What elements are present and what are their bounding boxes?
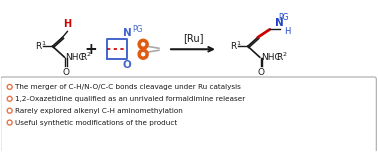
Text: NHC: NHC (65, 53, 85, 62)
Text: H: H (284, 27, 290, 36)
Text: +: + (84, 42, 97, 57)
Text: O: O (258, 68, 265, 77)
Text: N: N (275, 18, 284, 28)
Text: $\mathregular{R^1}$: $\mathregular{R^1}$ (230, 40, 242, 52)
Text: $\mathregular{R^2}$: $\mathregular{R^2}$ (276, 51, 287, 63)
Text: O: O (62, 68, 70, 77)
Text: The merger of C-H/N-O/C-C bonds cleavage under Ru catalysis: The merger of C-H/N-O/C-C bonds cleavage… (15, 84, 240, 90)
Text: O: O (123, 60, 132, 70)
FancyBboxPatch shape (1, 77, 376, 152)
Text: $\mathregular{R^1}$: $\mathregular{R^1}$ (34, 40, 46, 52)
Text: NHC: NHC (261, 53, 280, 62)
Text: Rarely explored alkenyl C-H aminomethylation: Rarely explored alkenyl C-H aminomethyla… (15, 108, 183, 114)
Text: 1,2-Oxazetidine qualified as an unrivaled formaldimine releaser: 1,2-Oxazetidine qualified as an unrivale… (15, 96, 245, 102)
Text: H: H (64, 19, 71, 29)
Text: [Ru]: [Ru] (183, 33, 203, 43)
Text: N: N (123, 28, 132, 38)
Text: $\mathregular{R^2}$: $\mathregular{R^2}$ (81, 51, 92, 63)
Text: PG: PG (279, 12, 289, 21)
Text: PG: PG (132, 25, 143, 34)
Text: Useful synthetic modifications of the product: Useful synthetic modifications of the pr… (15, 120, 177, 126)
